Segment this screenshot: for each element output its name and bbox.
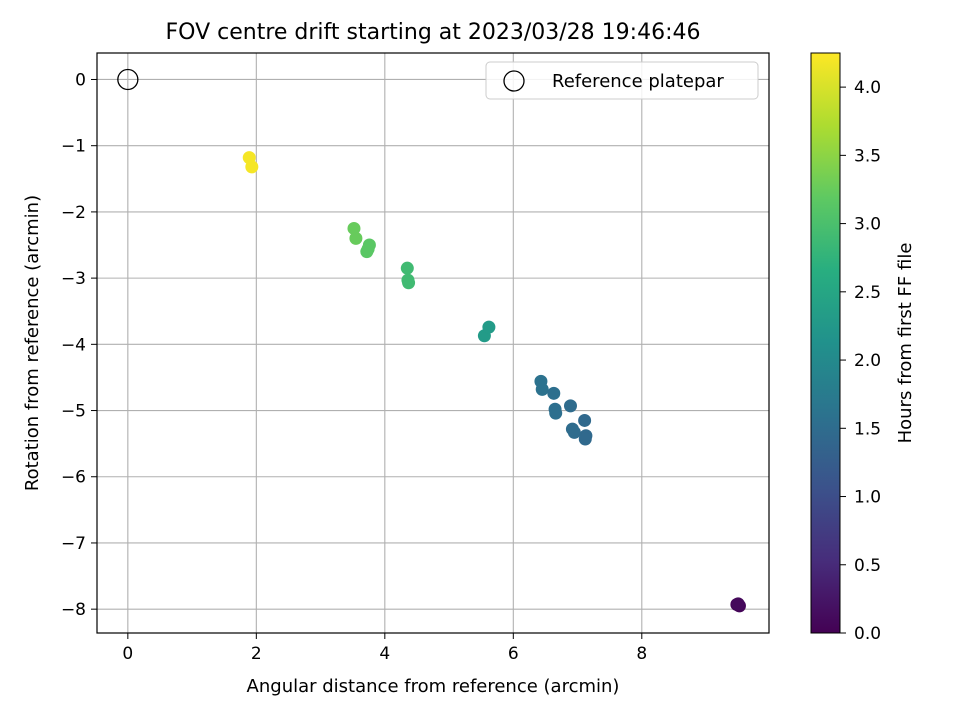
x-tick-label: 6 [508,644,519,664]
colorbar-tick-label: 2.0 [854,351,881,371]
data-point [578,432,592,446]
y-tick-label: −8 [61,600,86,620]
data-point [549,406,563,420]
y-tick-label: −3 [61,269,86,289]
y-axis-label: Rotation from reference (arcmin) [22,195,43,491]
data-point [482,320,496,334]
legend-label-reference: Reference platepar [552,71,724,92]
colorbar-tick-label: 4.0 [854,78,881,98]
data-point [567,425,581,439]
colorbar-tick-label: 1.5 [854,419,881,439]
data-point [731,597,745,611]
y-tick-label: −1 [61,137,86,157]
y-axis-ticks: 0 −1 −2 −3 −4 −5 −6 −7 −8 [61,70,97,620]
plot-frame [96,52,770,634]
data-point [563,399,577,413]
colorbar-tick-label: 3.5 [854,146,881,166]
colorbar-tick-label: 0.5 [854,556,881,576]
y-tick-label: −4 [61,335,86,355]
y-tick-label: −5 [61,402,86,422]
data-point [349,231,363,245]
x-tick-label: 4 [379,644,390,664]
y-tick-label: −2 [61,203,86,223]
colorbar-label: Hours from first FF file [895,243,916,444]
x-tick-label: 0 [122,644,133,664]
x-axis-label: Angular distance from reference (arcmin) [247,676,620,697]
data-point [400,261,414,275]
colorbar-tick-label: 3.0 [854,215,881,235]
x-axis-ticks: 0 2 4 6 8 [122,633,647,664]
colorbar [810,52,841,634]
colorbar-ticks: 0.0 0.5 1.0 1.5 2.0 2.5 3.0 3.5 4.0 [840,78,881,644]
colorbar-tick-label: 2.5 [854,283,881,303]
data-point [402,276,416,290]
legend-box [485,61,759,100]
legend-marker-reference [503,70,525,92]
data-point [547,386,561,400]
x-tick-label: 2 [251,644,262,664]
data-point [347,221,361,235]
reference-platepar-marker [117,68,139,91]
data-points [117,68,746,613]
data-point [361,242,375,256]
y-tick-label: 0 [75,70,86,90]
x-tick-label: 8 [636,644,647,664]
legend: Reference platepar [485,61,759,100]
grid-lines [97,53,769,633]
data-point [578,413,592,427]
y-tick-label: −6 [61,468,86,488]
chart-title: FOV centre drift starting at 2023/03/28 … [166,20,701,45]
y-tick-label: −7 [61,534,86,554]
data-point [535,382,549,396]
data-point [245,160,259,174]
colorbar-tick-label: 0.0 [854,624,881,644]
colorbar-tick-label: 1.0 [854,488,881,508]
